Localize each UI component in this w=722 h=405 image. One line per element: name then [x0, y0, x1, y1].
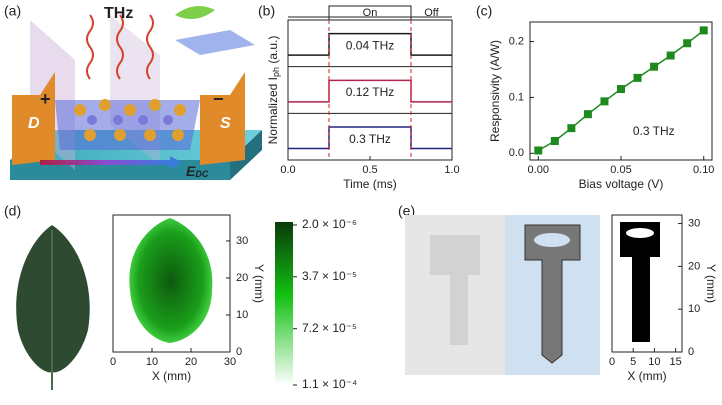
x-tick-label: 15: [670, 356, 682, 368]
y-axis-label: Responsivity (A/W): [488, 40, 502, 142]
colorbar: [275, 222, 293, 385]
x-axis-label: Time (ms): [343, 177, 397, 191]
thz-image: [129, 218, 213, 343]
minus-label: −: [213, 89, 224, 109]
y-tick-label: 0.2: [509, 35, 524, 47]
y-tick-label: 20: [688, 260, 700, 272]
key-hole: [534, 233, 570, 247]
x-axis-label: X (mm): [152, 369, 191, 383]
on-label: On: [363, 7, 378, 19]
pulse-trace: [288, 32, 452, 56]
x-tick-label: 0.0: [280, 164, 295, 176]
plot-frame: [611, 214, 683, 353]
annotation: 0.3 THz: [633, 124, 675, 138]
key-thz-image: [620, 222, 660, 342]
marker: [600, 97, 609, 106]
y-tick-label: 20: [236, 272, 248, 284]
y-axis-label: Y (mm): [252, 264, 266, 303]
y-tick-label: 10: [236, 309, 248, 321]
field-label: EDC: [186, 163, 209, 180]
colorbar-label: 3.7 × 10⁻⁵: [302, 269, 357, 283]
colorbar-label: 7.2 × 10⁻⁵: [302, 321, 357, 335]
x-tick-label: 0.05: [610, 164, 631, 176]
x-tick-label: 5: [630, 356, 636, 368]
marker: [666, 51, 675, 60]
x-tick-label: 10: [648, 356, 660, 368]
series-label: 0.3 THz: [349, 132, 391, 146]
y-axis-label-sub: ph: [271, 67, 281, 77]
thz-label: THz: [104, 5, 133, 22]
x-axis-label: Bias voltage (V): [579, 177, 664, 191]
y-tick-label: 10: [688, 303, 700, 315]
marker: [617, 85, 625, 94]
plot-frame: [112, 214, 231, 353]
key-metal: [524, 224, 581, 364]
plus-label: +: [40, 89, 51, 109]
x-tick-label: 0.5: [362, 164, 377, 176]
marker: [567, 124, 576, 133]
y-axis-label: Normalized Iph (a.u.): [266, 36, 281, 145]
y-tick-label: 0: [688, 346, 694, 358]
leaf-photo: [16, 225, 90, 390]
marker: [583, 110, 592, 119]
key-hole: [626, 228, 654, 238]
y-tick-label: 0.0: [509, 147, 524, 159]
key-ghost: [430, 235, 480, 345]
panel-label: (e): [398, 203, 415, 219]
pulse-trace: [288, 126, 452, 150]
y-tick-label: 0.1: [509, 91, 524, 103]
marker: [534, 146, 543, 155]
x-tick-label: 10: [146, 356, 158, 368]
colorbar-label: 1.1 × 10⁻⁴: [302, 377, 357, 391]
off-label: Off: [424, 7, 439, 19]
marker: [633, 73, 642, 82]
source-label: S: [220, 115, 231, 132]
panel-label: (c): [476, 3, 492, 19]
marker: [699, 26, 708, 35]
x-tick-label: 0.10: [693, 164, 714, 176]
panel-label: (d): [4, 203, 21, 219]
panel-label: (b): [258, 3, 275, 19]
series-label: 0.04 THz: [346, 39, 394, 53]
panel-label: (a): [4, 3, 21, 19]
device-illustration: [10, 6, 262, 180]
marker: [650, 62, 659, 71]
y-tick-label: 0: [236, 346, 242, 358]
y-axis-label-main: Normalized I: [266, 77, 280, 144]
x-tick-label: 30: [224, 356, 236, 368]
y-axis-label: Y (mm): [704, 264, 718, 303]
colorbar-label: 2.0 × 10⁻⁶: [302, 217, 357, 231]
marker: [550, 137, 559, 146]
x-tick-label: 20: [185, 356, 197, 368]
x-tick-label: 0.00: [528, 164, 549, 176]
x-tick-label: 0: [609, 356, 615, 368]
x-tick-label: 0: [110, 356, 116, 368]
pulse-trace: [288, 79, 452, 103]
series-label: 0.12 THz: [346, 85, 394, 99]
x-tick-label: 1.0: [444, 164, 459, 176]
y-tick-label: 30: [688, 217, 700, 229]
y-axis-label-unit: (a.u.): [266, 36, 280, 67]
drain-label: D: [28, 115, 40, 132]
y-tick-label: 30: [236, 235, 248, 247]
x-axis-label: X (mm): [627, 369, 666, 383]
marker: [683, 39, 692, 48]
